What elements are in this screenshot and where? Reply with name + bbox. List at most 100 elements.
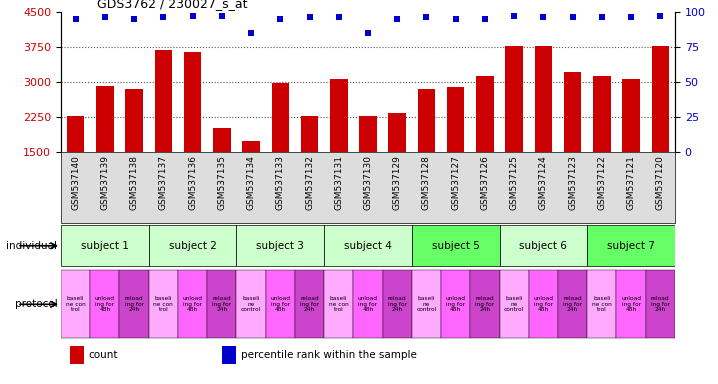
Text: unload
ing for
48h: unload ing for 48h — [621, 296, 641, 312]
Text: reload
ing for
24h: reload ing for 24h — [651, 296, 670, 312]
Bar — [476, 76, 494, 152]
Text: reload
ing for
24h: reload ing for 24h — [125, 296, 144, 312]
Text: reload
ing for
24h: reload ing for 24h — [300, 296, 319, 312]
Bar — [126, 89, 143, 152]
Bar — [149, 225, 236, 266]
Bar — [96, 86, 113, 152]
Text: subject 4: subject 4 — [344, 241, 392, 251]
Bar — [242, 141, 260, 152]
Point — [596, 14, 607, 20]
Point — [625, 14, 637, 20]
Bar — [593, 76, 610, 152]
Bar — [383, 270, 412, 338]
Bar — [119, 270, 149, 338]
Text: individual: individual — [6, 241, 57, 251]
Text: baseli
ne con
trol: baseli ne con trol — [66, 296, 85, 312]
Text: reload
ing for
24h: reload ing for 24h — [388, 296, 406, 312]
Bar — [353, 270, 383, 338]
Point — [304, 14, 315, 20]
Bar — [236, 225, 324, 266]
Bar — [388, 113, 406, 152]
Text: baseli
ne con
trol: baseli ne con trol — [154, 296, 173, 312]
Bar — [500, 225, 587, 266]
Point — [129, 15, 140, 22]
Text: baseli
ne
control: baseli ne control — [416, 296, 437, 312]
Bar — [500, 270, 528, 338]
Text: GSM537126: GSM537126 — [480, 155, 490, 210]
Bar — [447, 87, 465, 152]
Text: GSM537124: GSM537124 — [539, 155, 548, 210]
Text: reload
ing for
24h: reload ing for 24h — [475, 296, 495, 312]
Bar — [184, 52, 201, 152]
Bar — [359, 116, 377, 152]
Point — [70, 15, 81, 22]
Bar — [412, 270, 441, 338]
Bar — [623, 79, 640, 152]
Point — [538, 14, 549, 20]
Text: GSM537123: GSM537123 — [568, 155, 577, 210]
Bar — [208, 270, 236, 338]
Text: GSM537134: GSM537134 — [246, 155, 256, 210]
Bar — [271, 83, 289, 152]
Text: GSM537128: GSM537128 — [422, 155, 431, 210]
Bar — [505, 46, 523, 152]
Text: unload
ing for
48h: unload ing for 48h — [270, 296, 290, 312]
Bar — [587, 225, 675, 266]
Bar — [61, 270, 90, 338]
Text: reload
ing for
24h: reload ing for 24h — [563, 296, 582, 312]
Text: GSM537121: GSM537121 — [627, 155, 635, 210]
Text: subject 1: subject 1 — [81, 241, 129, 251]
Bar — [149, 270, 178, 338]
Text: percentile rank within the sample: percentile rank within the sample — [241, 350, 416, 360]
Point — [158, 14, 169, 20]
Text: subject 2: subject 2 — [169, 241, 217, 251]
Text: GSM537130: GSM537130 — [363, 155, 373, 210]
Bar — [324, 225, 412, 266]
Point — [333, 14, 345, 20]
Point — [363, 30, 374, 36]
Point — [567, 14, 579, 20]
Bar — [558, 270, 587, 338]
Text: GSM537125: GSM537125 — [510, 155, 518, 210]
Text: unload
ing for
48h: unload ing for 48h — [533, 296, 554, 312]
Bar — [412, 225, 500, 266]
Bar — [587, 270, 617, 338]
Text: GSM537133: GSM537133 — [276, 155, 285, 210]
Bar — [154, 50, 172, 152]
Text: subject 6: subject 6 — [519, 241, 567, 251]
Bar — [528, 270, 558, 338]
Bar — [617, 270, 645, 338]
Point — [450, 15, 462, 22]
Bar — [61, 225, 149, 266]
Bar — [535, 46, 552, 152]
Text: subject 3: subject 3 — [256, 241, 304, 251]
Text: GSM537127: GSM537127 — [451, 155, 460, 210]
Bar — [324, 270, 353, 338]
Bar — [301, 116, 318, 152]
Text: GSM537120: GSM537120 — [656, 155, 665, 210]
Bar — [418, 89, 435, 152]
Bar — [295, 270, 324, 338]
Point — [99, 14, 111, 20]
Text: count: count — [89, 350, 118, 360]
Text: baseli
ne
control: baseli ne control — [504, 296, 524, 312]
Text: protocol: protocol — [14, 299, 57, 310]
Point — [246, 30, 257, 36]
Text: GSM537136: GSM537136 — [188, 155, 197, 210]
Point — [479, 15, 490, 22]
Bar — [90, 270, 119, 338]
Bar — [222, 346, 236, 364]
Text: GSM537138: GSM537138 — [130, 155, 139, 210]
Point — [216, 13, 228, 19]
Bar — [178, 270, 208, 338]
Text: unload
ing for
48h: unload ing for 48h — [446, 296, 466, 312]
Text: GSM537132: GSM537132 — [305, 155, 314, 210]
Bar — [330, 79, 348, 152]
Bar — [236, 270, 266, 338]
Text: baseli
ne
control: baseli ne control — [241, 296, 261, 312]
Point — [508, 13, 520, 19]
Text: GSM537140: GSM537140 — [71, 155, 80, 210]
Point — [391, 15, 403, 22]
Text: GSM537139: GSM537139 — [101, 155, 109, 210]
Bar — [67, 116, 85, 152]
